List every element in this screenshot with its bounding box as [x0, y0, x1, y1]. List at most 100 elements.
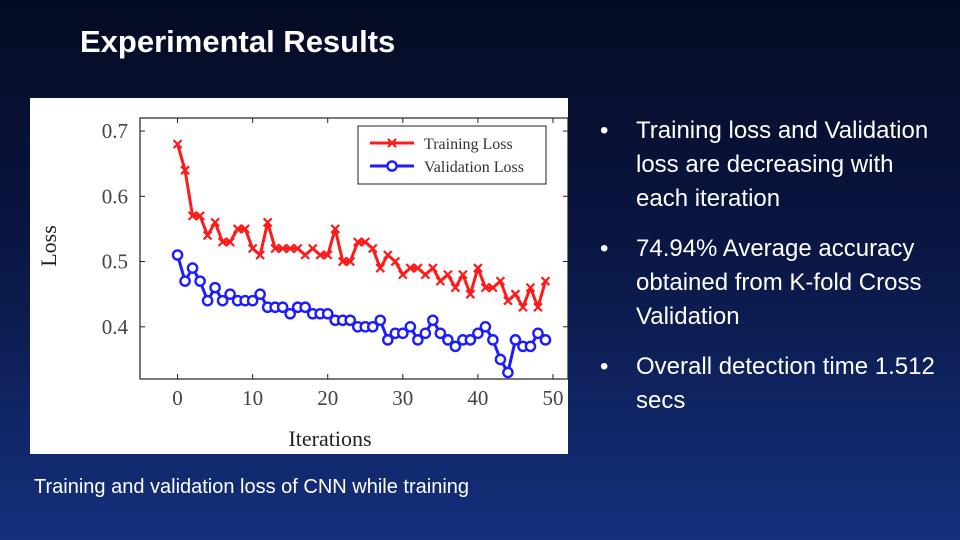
marker-stroke [180, 165, 190, 175]
marker-stroke [525, 282, 536, 293]
training-point [172, 139, 183, 149]
training-point [473, 263, 483, 273]
validation-point [502, 366, 514, 379]
bullet-item: • Overall detection time 1.512 secs [598, 350, 948, 418]
training-point [360, 237, 371, 247]
marker-stroke [337, 256, 348, 267]
training-point [413, 263, 423, 273]
marker-stroke [195, 211, 205, 221]
bullet-text: Overall detection time 1.512 secs [636, 353, 935, 414]
bullet-dot: • [600, 235, 609, 262]
bullet-list: • Training loss and Validation loss are d… [598, 114, 948, 434]
training-point [277, 243, 288, 254]
validation-point [397, 327, 409, 340]
training-point [420, 269, 431, 280]
marker-stroke [533, 302, 543, 313]
validation-point [404, 320, 417, 333]
training-point [443, 269, 453, 280]
training-point [187, 211, 198, 221]
marker-stroke [330, 224, 341, 234]
training-point [330, 224, 341, 234]
chart-caption: Training and validation loss of CNN whil… [34, 476, 470, 498]
training-point [352, 237, 363, 247]
validation-point [381, 334, 394, 346]
marker-stroke [488, 282, 498, 293]
marker-stroke [292, 243, 303, 254]
validation-point [449, 340, 462, 353]
training-point [480, 282, 491, 293]
training-point [428, 263, 438, 273]
training-point [315, 250, 325, 260]
training-point [495, 276, 506, 286]
marker-stroke [518, 302, 528, 313]
validation-point [179, 275, 191, 287]
validation-point [434, 327, 447, 340]
bullet-text: Training loss and Validation loss are de… [636, 117, 929, 212]
chart-legend: Training Loss Validation Loss [357, 125, 547, 185]
validation-point [254, 288, 266, 300]
marker-stroke [262, 217, 273, 228]
marker-stroke [495, 276, 506, 286]
marker-stroke [473, 263, 483, 273]
validation-point [366, 320, 379, 333]
training-point [390, 256, 401, 267]
x-tick-label: 0 [172, 386, 183, 410]
legend-marker [387, 138, 397, 148]
marker-stroke [540, 276, 551, 286]
marker-stroke [270, 243, 280, 254]
validation-point [246, 294, 259, 307]
marker-stroke [255, 250, 265, 260]
training-point [210, 217, 220, 228]
plot-frame [139, 117, 568, 380]
validation-point [464, 334, 477, 346]
training-point [300, 250, 310, 260]
marker-stroke [172, 139, 183, 149]
marker-stroke [217, 237, 228, 247]
validation-point [412, 334, 424, 346]
validation-point [419, 327, 432, 340]
marker-stroke [398, 269, 408, 280]
validation-point [216, 294, 229, 307]
training-point [292, 243, 303, 254]
training-point [488, 282, 498, 293]
training-point [405, 263, 416, 273]
validation-point [374, 314, 387, 327]
y-tick-label: 0.5 [102, 250, 128, 274]
validation-point [284, 307, 296, 320]
validation-point [472, 327, 484, 340]
training-point [285, 243, 295, 254]
marker-stroke [247, 243, 258, 254]
marker-stroke [210, 217, 220, 228]
marker-stroke [405, 263, 416, 273]
marker-stroke [458, 269, 468, 280]
marker-stroke [367, 243, 378, 254]
marker-stroke [300, 250, 310, 260]
validation-point [299, 301, 311, 314]
training-point [195, 211, 205, 221]
bullet-item: • Training loss and Validation loss are d… [598, 114, 948, 216]
marker-stroke [285, 243, 295, 254]
validation-point [479, 320, 492, 333]
marker-stroke [435, 276, 446, 286]
training-point [503, 295, 513, 306]
legend-label: Training Loss [424, 136, 513, 153]
training-point [262, 217, 273, 228]
training-point [465, 289, 476, 299]
validation-point [524, 340, 537, 353]
bullet-item: • 74.94% Average accuracy obtained from K… [598, 232, 948, 334]
marker-stroke [465, 289, 476, 299]
marker-stroke [480, 282, 491, 293]
marker-stroke [375, 263, 386, 273]
training-point [367, 243, 378, 254]
validation-point [194, 275, 206, 287]
training-point [525, 282, 536, 293]
bullet-dot: • [600, 117, 609, 144]
training-point [225, 237, 235, 247]
marker-stroke [202, 230, 213, 241]
marker-stroke [510, 289, 521, 299]
y-tick-label: 0.4 [102, 315, 129, 339]
training-point [247, 243, 258, 254]
marker-stroke [240, 224, 250, 234]
x-tick-label: 20 [317, 386, 338, 410]
marker-stroke [360, 237, 371, 247]
